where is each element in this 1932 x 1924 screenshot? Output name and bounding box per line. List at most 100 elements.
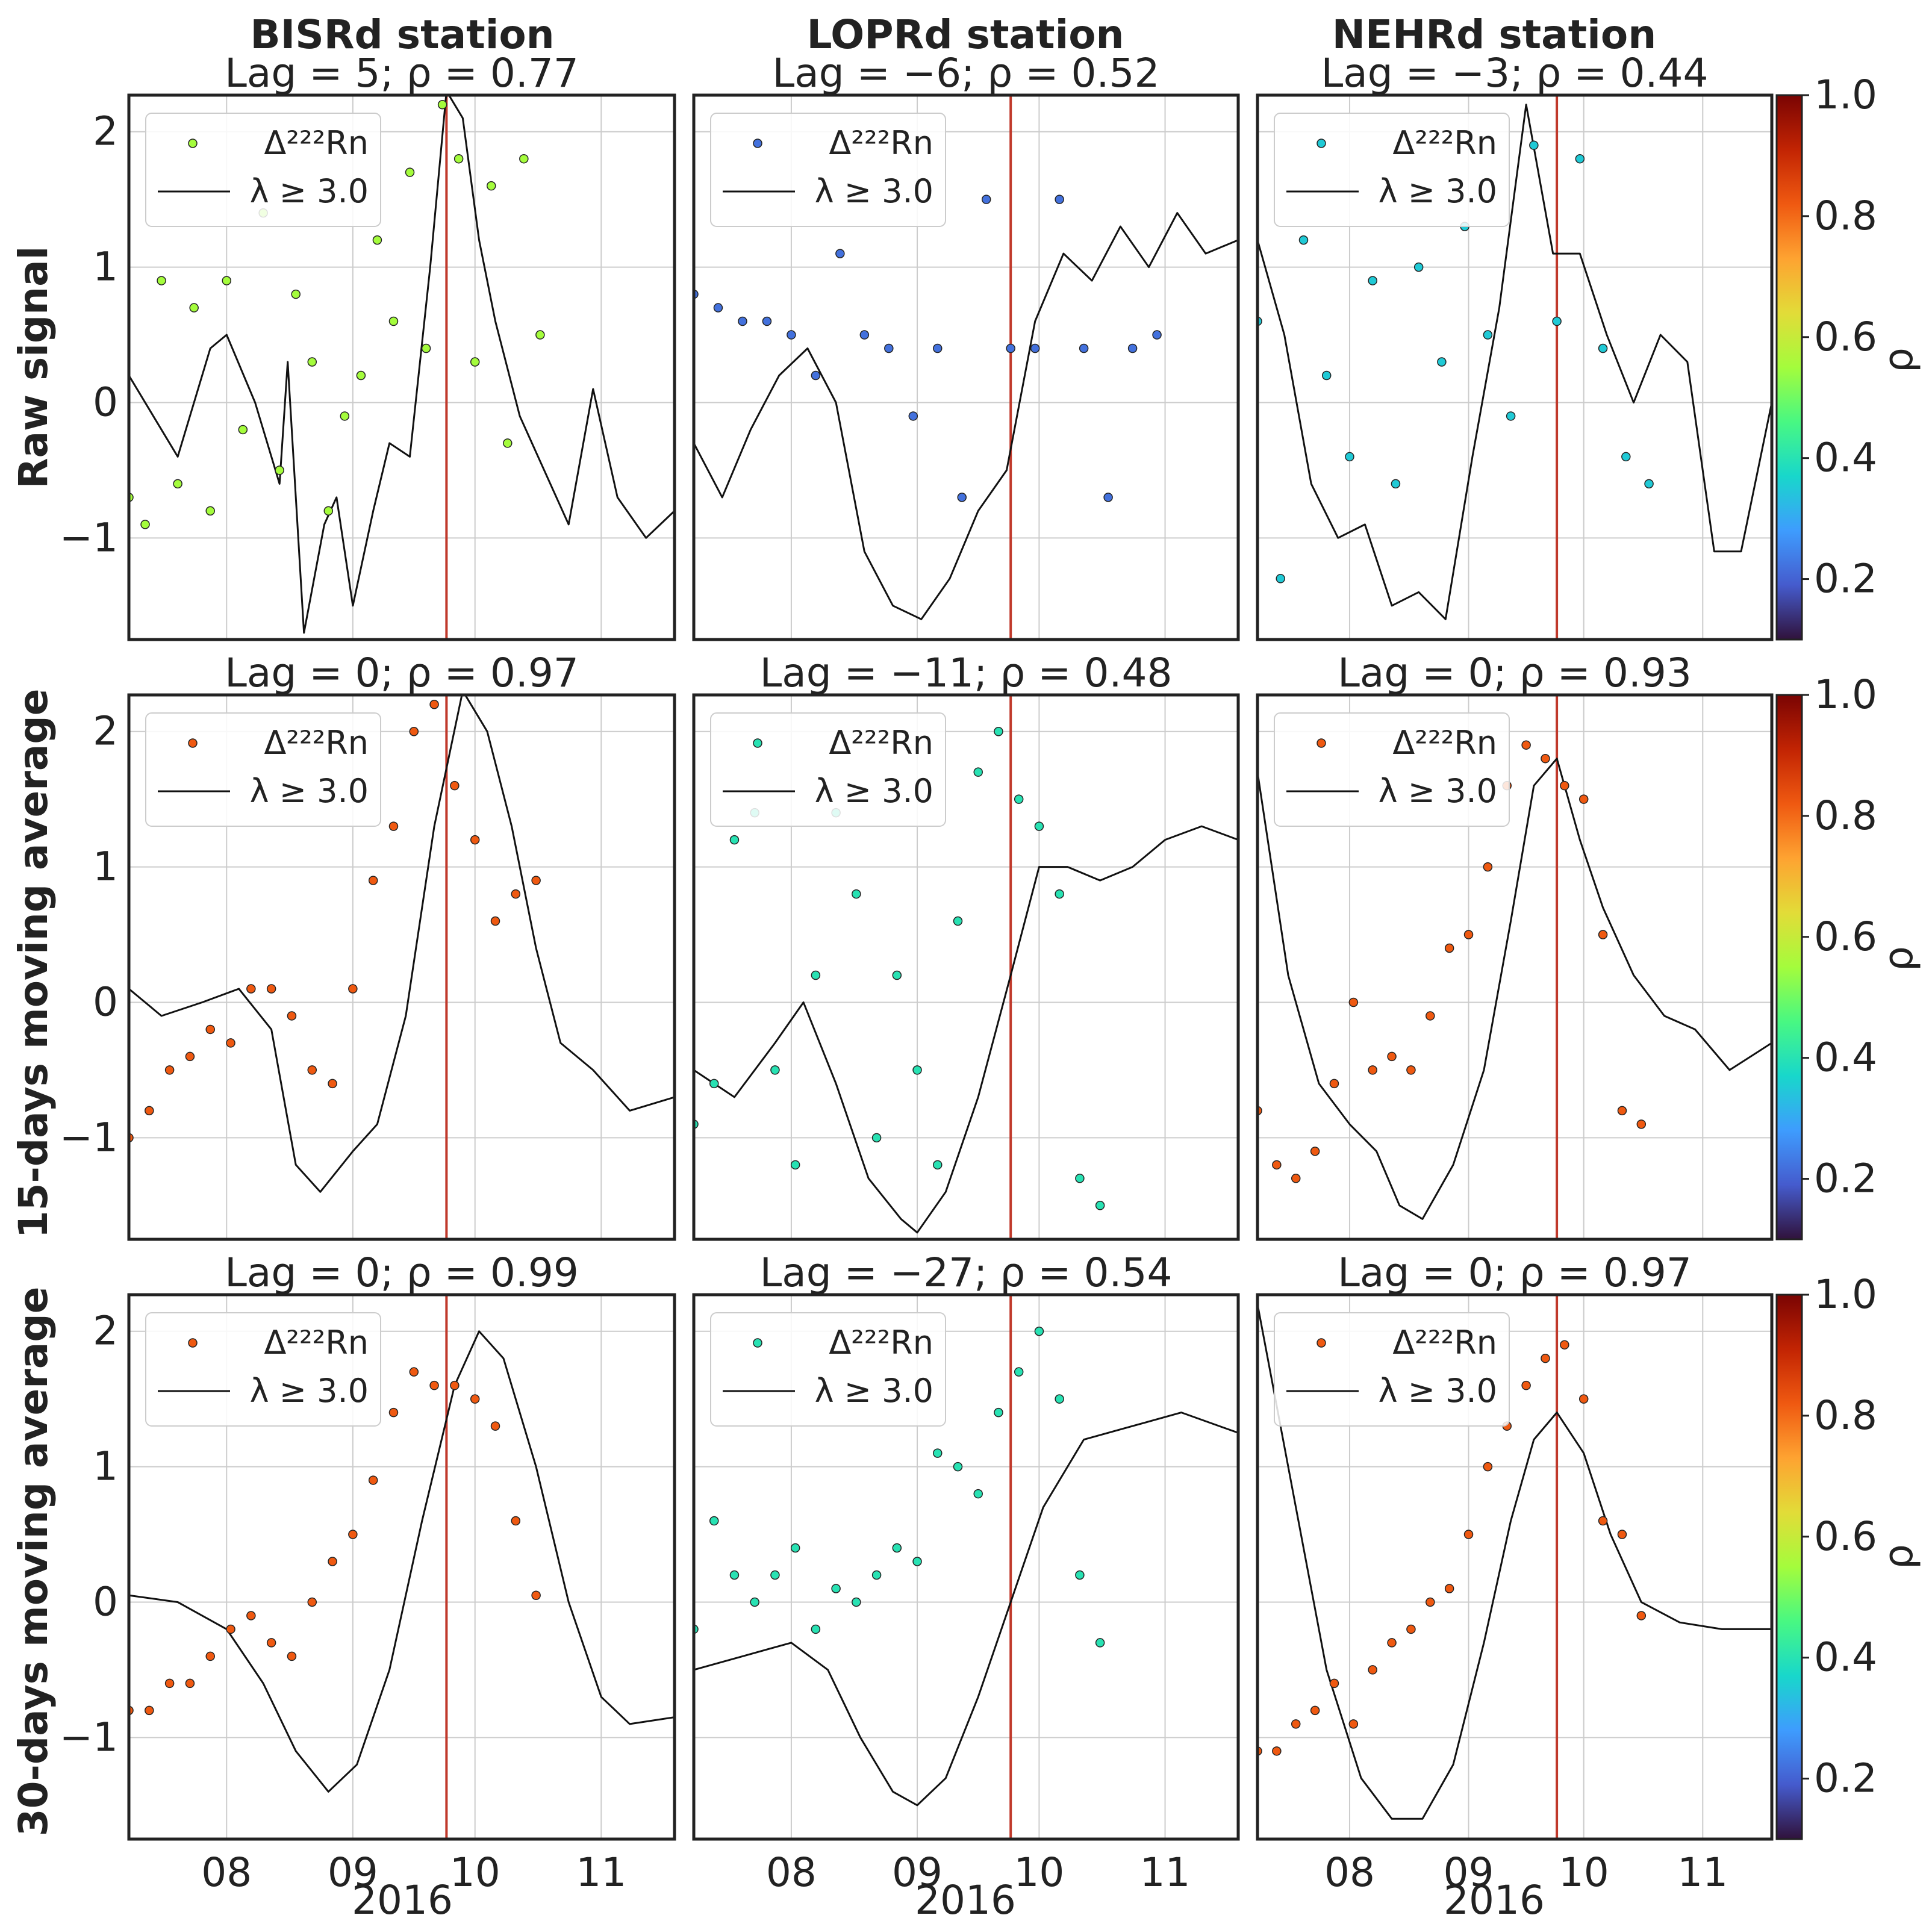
- scatter-point: [1006, 343, 1015, 353]
- legend-scatter-marker: [1317, 738, 1326, 748]
- scatter-point: [409, 1367, 419, 1377]
- legend-box: [145, 113, 381, 227]
- scatter-point: [762, 316, 772, 326]
- scatter-point: [908, 411, 918, 421]
- scatter-point: [490, 1421, 500, 1431]
- plot-frame: [1256, 1293, 1774, 1841]
- scatter-point: [811, 970, 821, 980]
- scatter-point: [1552, 316, 1562, 326]
- scatter-point: [750, 1597, 759, 1607]
- legend-scatter-marker: [753, 1338, 762, 1348]
- colorbar-tick-label: 1.0: [1814, 671, 1877, 718]
- colorbar-gradient: [1775, 94, 1803, 641]
- colorbar-label-ma30: ρ: [1875, 1544, 1922, 1569]
- y-tick-label: 2: [93, 108, 118, 155]
- lambda-line: [129, 1330, 675, 1793]
- scatter-point: [340, 411, 350, 421]
- panel-ma15-loprd: Δ²²²Rn λ ≥ 3.0 Lag = −11; ρ = 0.48: [692, 650, 1240, 1241]
- scatter-point: [1345, 452, 1354, 462]
- scatter-point: [307, 1065, 317, 1075]
- scatter-point: [157, 276, 166, 285]
- scatter-point: [713, 303, 723, 313]
- scatter-point: [953, 916, 963, 926]
- scatter-point: [470, 357, 480, 367]
- lambda-line: [1257, 1304, 1772, 1820]
- colorbar-gradient: [1775, 694, 1803, 1241]
- lambda-line: [1257, 758, 1772, 1220]
- y-tick-label: 0: [93, 979, 118, 1025]
- colorbar-tick-label: 0.6: [1814, 314, 1877, 360]
- scatter-point: [1617, 1106, 1627, 1116]
- scatter-point: [470, 1394, 480, 1404]
- scatter-point: [770, 1065, 780, 1075]
- panel-raw-bisrd: −1 0 1 2 Δ²²²Rn λ ≥ 3.0 Lag = 5; ρ = 0.77: [60, 50, 676, 641]
- plot-frame: [692, 93, 1240, 641]
- legend-scatter-marker: [753, 139, 762, 148]
- scatter-point: [1521, 740, 1531, 750]
- legend-scatter-label: Δ²²²Rn: [829, 124, 933, 162]
- scatter-point: [511, 1516, 521, 1526]
- scatter-point: [859, 330, 870, 340]
- scatter-point: [1034, 821, 1044, 831]
- scatter-point: [1055, 195, 1064, 204]
- scatter-point: [1329, 1079, 1339, 1089]
- legend-line-label: λ ≥ 3.0: [815, 1372, 933, 1410]
- panel-title: Lag = 0; ρ = 0.93: [1338, 650, 1692, 696]
- lambda-line: [694, 825, 1238, 1234]
- colorbar-tick-label: 0.4: [1814, 435, 1877, 481]
- scatter-point: [490, 916, 500, 926]
- scatter-point: [185, 1678, 195, 1689]
- scatter-point: [356, 370, 366, 381]
- legend-scatter-marker: [188, 139, 198, 148]
- scatter-point: [811, 370, 821, 381]
- scatter-point: [1095, 1201, 1105, 1210]
- scatter-point: [852, 1597, 861, 1607]
- scatter-point: [1483, 862, 1493, 872]
- x-tick-label: 09: [1444, 1849, 1494, 1896]
- scatter-point: [205, 1651, 215, 1661]
- scatter-point: [1541, 1353, 1550, 1363]
- legend-scatter-label: Δ²²²Rn: [829, 724, 933, 762]
- scatter-point: [1055, 1394, 1064, 1404]
- scatter-point: [388, 1407, 399, 1418]
- panel-title: Lag = 0; ρ = 0.99: [225, 1250, 579, 1296]
- lambda-line: [1257, 104, 1772, 620]
- legend-scatter-label: Δ²²²Rn: [829, 1324, 933, 1362]
- scatter-point: [405, 167, 415, 177]
- panel-ma30-nehrd: 08 09 10 11 Δ²²²Rn λ ≥ 3.0 Lag = 0; ρ = 0.97: [1256, 1250, 1774, 1896]
- scatter-point: [1483, 330, 1493, 340]
- colorbar-tick-label: 1.0: [1814, 1271, 1877, 1318]
- scatter-point: [307, 1597, 317, 1607]
- scatter-point: [328, 1557, 337, 1566]
- colorbar-tick-label: 0.6: [1814, 914, 1877, 960]
- scatter-point: [1387, 1051, 1397, 1062]
- scatter-point: [1578, 1394, 1589, 1404]
- scatter-point: [535, 330, 545, 340]
- scatter-point: [1321, 370, 1332, 381]
- colorbar-tick-label: 0.6: [1814, 1513, 1877, 1560]
- scatter-point: [1310, 1147, 1320, 1156]
- panel-ma15-bisrd: −1 0 1 2 Δ²²²Rn λ ≥ 3.0 Lag = 0; ρ = 0.97: [60, 650, 676, 1241]
- scatter-point: [912, 1557, 922, 1566]
- plot-frame: [692, 693, 1240, 1241]
- scatter-point: [1560, 780, 1569, 791]
- plot-data: [1257, 104, 1772, 620]
- scatter-point: [368, 1475, 378, 1485]
- legend-line-label: λ ≥ 3.0: [1379, 772, 1497, 810]
- y-tick-label: −1: [60, 514, 118, 561]
- scatter-point: [1055, 889, 1064, 899]
- scatter-point: [1636, 1119, 1647, 1129]
- plot-data: [1257, 740, 1772, 1220]
- scatter-point: [1272, 1746, 1282, 1756]
- legend-scatter-marker: [1317, 1338, 1326, 1348]
- scatter-point: [145, 1705, 154, 1716]
- colorbar-tick-label: 0.4: [1814, 1634, 1877, 1681]
- legend-line-label: λ ≥ 3.0: [1379, 172, 1497, 210]
- scatter-point: [470, 835, 480, 845]
- colorbar-tick-label: 0.8: [1814, 193, 1877, 239]
- legend-scatter-marker: [188, 1338, 198, 1348]
- scatter-point: [1598, 1516, 1608, 1526]
- y-tick-label: 1: [93, 244, 118, 290]
- y-tick-label: −1: [60, 1114, 118, 1160]
